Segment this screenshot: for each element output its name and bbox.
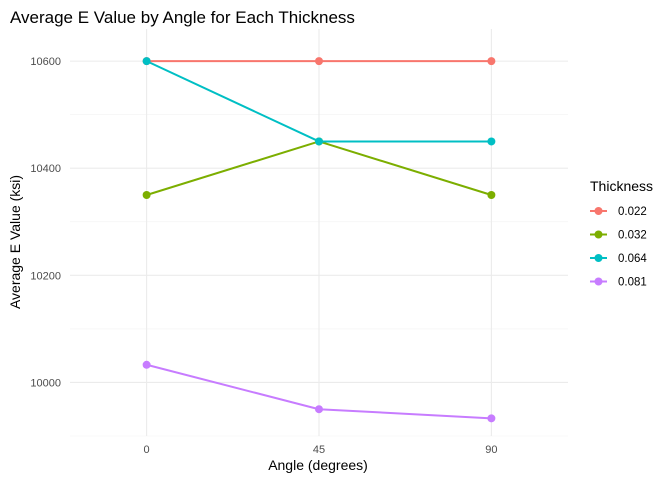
legend-item-0.064: 0.064 <box>590 253 647 265</box>
legend-item-0.081: 0.081 <box>590 277 647 289</box>
data-point-0.032-90 <box>487 191 496 200</box>
legend-label: 0.064 <box>618 253 647 265</box>
legend-label: 0.081 <box>618 277 647 289</box>
x-axis-title: Angle (degrees) <box>268 457 368 473</box>
x-tick-label: 0 <box>144 444 150 456</box>
chart-title: Average E Value by Angle for Each Thickn… <box>10 8 355 27</box>
x-axis-tick-labels: 0 45 90 <box>144 444 498 456</box>
legend-item-0.032: 0.032 <box>590 230 647 242</box>
y-tick-label: 10200 <box>30 270 61 282</box>
legend-key-point <box>594 254 603 262</box>
data-point-0.064-45 <box>315 137 323 146</box>
data-point-0.081-45 <box>315 405 323 414</box>
data-point-0.064-90 <box>487 137 496 146</box>
x-tick-label: 45 <box>313 444 325 456</box>
legend-key-point <box>594 230 603 239</box>
data-point-0.022-90 <box>487 57 496 66</box>
legend-key-point <box>594 207 603 215</box>
x-tick-label: 90 <box>485 444 497 456</box>
y-tick-label: 10000 <box>30 377 61 389</box>
legend-key-point <box>594 277 603 286</box>
data-point-0.081-90 <box>487 414 496 423</box>
data-point-0.032-0 <box>142 191 151 200</box>
legend-title: Thickness <box>590 178 653 194</box>
legend-label: 0.032 <box>618 230 647 242</box>
y-tick-label: 10400 <box>30 163 61 175</box>
y-axis-title: Average E Value (ksi) <box>7 175 23 309</box>
data-point-0.022-45 <box>315 57 323 66</box>
y-axis-tick-labels: 10000 10200 10400 10600 <box>30 56 61 389</box>
legend-label: 0.022 <box>618 206 647 218</box>
plot-panel <box>70 29 568 437</box>
legend-items: 0.022 0.032 0.064 0.081 <box>590 206 647 289</box>
legend: Thickness 0.022 0.032 0.064 0.081 <box>590 178 653 289</box>
y-tick-label: 10600 <box>30 56 61 68</box>
data-point-0.081-0 <box>142 360 151 369</box>
legend-item-0.022: 0.022 <box>590 206 647 218</box>
gridlines <box>70 29 568 437</box>
data-point-0.064-0 <box>142 57 151 66</box>
series-points <box>142 57 496 423</box>
